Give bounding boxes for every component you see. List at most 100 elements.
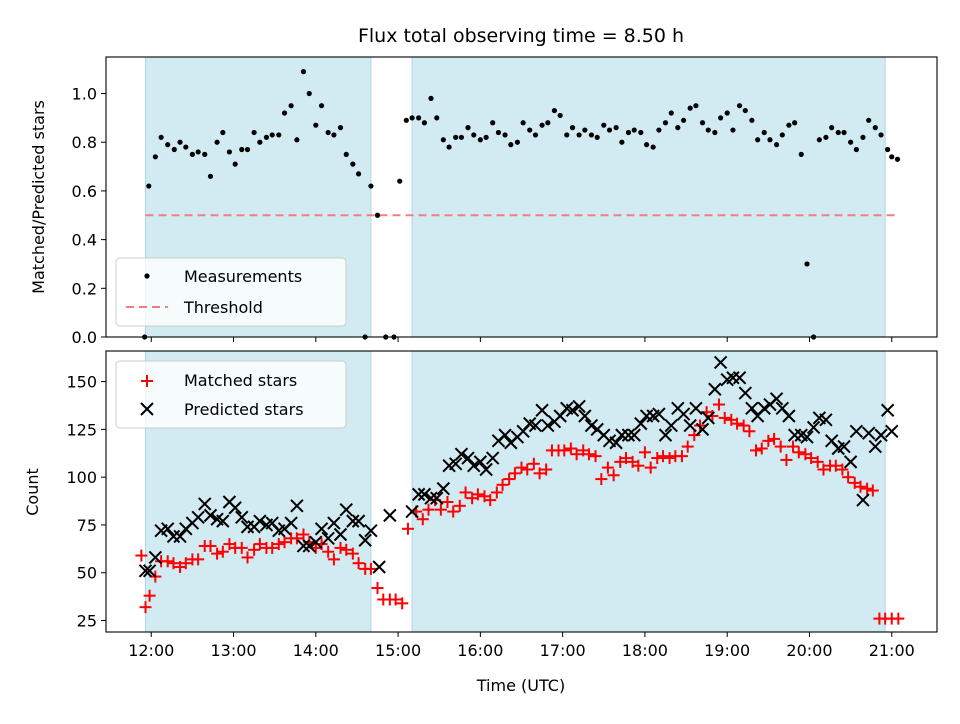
measurement-point [798, 151, 804, 157]
measurement-point [625, 129, 632, 136]
measurement-point [428, 95, 434, 101]
matched-star-point [266, 541, 279, 554]
predicted-star-point [664, 418, 678, 433]
measurement-point [508, 142, 514, 148]
measurement-point [403, 117, 409, 123]
shaded-region-1 [411, 350, 886, 633]
bottom-y-tick-label: 150 [66, 373, 97, 392]
measurement-point [539, 122, 545, 128]
measurement-point [588, 132, 595, 138]
predicted-star-point [843, 455, 858, 469]
measurement-point [606, 127, 613, 133]
measurement-point [885, 146, 891, 153]
predicted-star-point [454, 447, 469, 461]
predicted-star-point [161, 522, 175, 536]
predicted-star-point [701, 411, 715, 425]
measurement-point [829, 125, 835, 131]
measurement-point [189, 151, 195, 157]
measurement-point [171, 146, 177, 153]
measurement-point [668, 110, 674, 116]
predicted-star-point [253, 514, 267, 528]
bottom-y-axis-label: Count [23, 468, 42, 516]
predicted-star-point [541, 418, 555, 433]
matched-star-point [371, 582, 384, 595]
measurement-point [514, 139, 520, 145]
matched-star-point [508, 467, 521, 480]
predicted-star-point [849, 424, 864, 438]
measurement-point [872, 125, 878, 131]
measurement-point [281, 110, 288, 116]
top-shaded-regions [144, 56, 886, 338]
matched-star-point [167, 557, 180, 570]
measurement-point [409, 115, 415, 121]
x-axis-label: Time (UTC) [476, 676, 565, 695]
top-panel: 0.0 0.2 0.4 0.6 0.8 1.0 Matched/Predicted sta… [29, 56, 938, 347]
measurement-point [374, 212, 381, 218]
measurement-point [490, 120, 496, 126]
measurement-point [207, 173, 214, 179]
measurement-point [835, 129, 841, 136]
measurement-point [662, 120, 669, 126]
predicted-star-point [372, 560, 386, 574]
predicted-star-point [880, 403, 895, 417]
matched-star-point [805, 452, 818, 465]
predicted-star-point [191, 510, 205, 525]
predicted-star-point [856, 493, 870, 507]
predicted-star-point [634, 416, 648, 431]
predicted-star-point [383, 508, 397, 523]
matched-star-point [712, 398, 725, 411]
predicted-star-point [314, 522, 329, 536]
predicted-star-point [609, 436, 623, 450]
predicted-star-point [203, 508, 218, 523]
predicted-star-point [819, 413, 833, 427]
predicted-star-point [713, 355, 728, 370]
matched-star-point [422, 503, 435, 516]
predicted-star-point [708, 382, 722, 396]
measurement-point [894, 156, 901, 162]
measurement-point [601, 122, 607, 128]
legend-label-measurements: Measurements [184, 267, 302, 286]
predicted-star-point [166, 529, 181, 544]
matched-star-point [638, 446, 651, 459]
measurement-point [251, 129, 257, 136]
bottom-x-tick-label: 14:00 [293, 641, 339, 660]
measurement-point [792, 120, 798, 126]
measurement-point [712, 129, 718, 136]
measurement-point [263, 134, 270, 140]
measurement-point [816, 137, 822, 143]
matched-star-point [161, 555, 174, 568]
bottom-y-tick-label: 50 [77, 564, 97, 583]
measurement-point [564, 132, 570, 138]
matched-star-point [364, 562, 377, 575]
matched-star-point [503, 473, 516, 486]
matched-star-point [235, 541, 248, 554]
predicted-star-point [424, 491, 438, 505]
predicted-star-point [800, 430, 814, 444]
measurement-point [465, 125, 471, 131]
measurement-point [680, 117, 687, 123]
matched-star-point [706, 409, 719, 422]
matched-star-point [792, 446, 805, 459]
predicted-star-point [296, 539, 311, 553]
matched-star-point [484, 494, 497, 507]
predicted-star-point [405, 504, 419, 519]
measurement-point [257, 139, 263, 145]
matched-star-point [718, 411, 731, 424]
predicted-star-point [639, 409, 654, 423]
predicted-star-point [351, 514, 366, 528]
bottom-x-tick-label: 19:00 [704, 641, 750, 660]
matched-star-point [681, 440, 694, 453]
measurement-point [804, 261, 810, 267]
measurement-point [527, 127, 533, 133]
measurement-point [693, 103, 699, 109]
measurement-point [440, 137, 446, 143]
measurement-point [152, 154, 158, 160]
measurement-point [220, 129, 226, 136]
measurement-point [569, 125, 576, 131]
bottom-x-tick-label: 18:00 [622, 641, 668, 660]
top-y-tick-label: 0.2 [72, 279, 97, 298]
matched-star-point [743, 425, 756, 438]
measurement-point [557, 112, 563, 119]
matched-star-point [521, 463, 534, 476]
